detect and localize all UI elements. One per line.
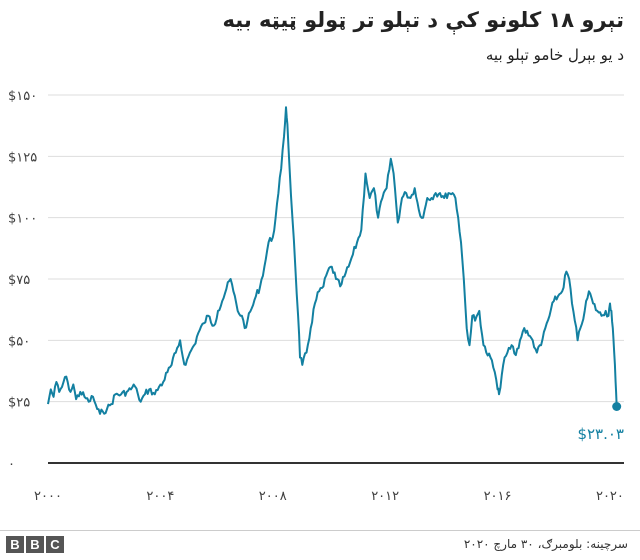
- x-tick-label-3: ۲۰۱۲: [371, 489, 399, 504]
- bbc-logo-letter-b1: B: [6, 536, 24, 553]
- bbc-logo-letter-b2: B: [26, 536, 44, 553]
- series-line-0: [47, 106, 618, 415]
- x-tick-label-4: ۲۰۱۶: [484, 489, 512, 504]
- x-axis-ticks: ۲۰۰۰ ۲۰۰۴ ۲۰۰۸ ۲۰۱۲ ۲۰۱۶ ۲۰۲۰: [34, 489, 624, 504]
- chart-subtitle: د يو بېرل خامو تېلو بيه: [485, 46, 624, 64]
- x-tick-label-1: ۲۰۰۴: [146, 489, 174, 504]
- y-tick-label-6: $۱۵۰: [8, 89, 37, 104]
- x-tick-label-2: ۲۰۰۸: [259, 489, 287, 504]
- y-tick-label-0: ۰: [8, 457, 15, 472]
- y-tick-label-1: $۲۵: [8, 396, 30, 411]
- y-tick-label-4: $۱۰۰: [8, 212, 37, 227]
- bbc-logo: B B C: [6, 536, 64, 553]
- y-axis-ticks: ۰ $۲۵ $۵۰ $۷۵ $۱۰۰ $۱۲۵ $۱۵۰: [8, 89, 37, 472]
- gridlines: [48, 94, 624, 403]
- bbc-logo-letter-c: C: [46, 536, 64, 553]
- chart-title: تېرو ۱۸ کلونو کې د تېلو تر ټولو ټيټه بيه: [222, 8, 624, 32]
- y-tick-label-2: $۵۰: [8, 334, 30, 349]
- y-tick-label-3: $۷۵: [8, 273, 30, 288]
- y-tick-label-5: $۱۲۵: [8, 150, 37, 165]
- latest-price-marker: [612, 401, 622, 411]
- latest-price-label: $۲۳.۰۳: [577, 425, 624, 443]
- series-layer: [47, 106, 618, 415]
- footer-divider: [0, 530, 640, 531]
- x-tick-label-5: ۲۰۲۰: [596, 489, 624, 504]
- source-note: سرچينه: بلومبرګ، ۳۰ مارچ ۲۰۲۰: [463, 537, 628, 551]
- x-tick-label-0: ۲۰۰۰: [34, 489, 62, 504]
- annotation-layer: $۲۳.۰۳: [577, 401, 624, 443]
